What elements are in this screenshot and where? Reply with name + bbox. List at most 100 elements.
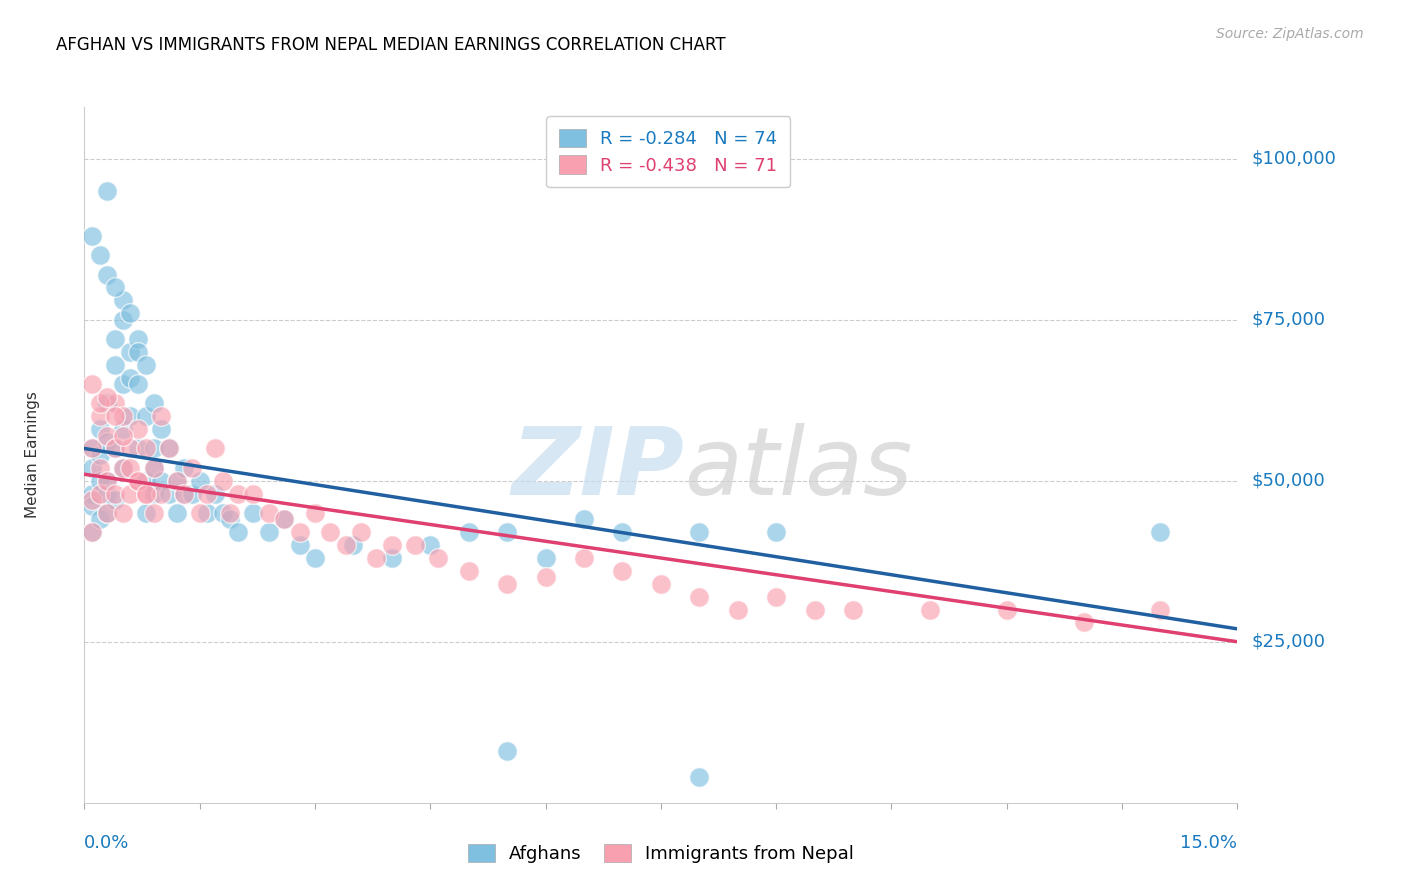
Text: 0.0%: 0.0% bbox=[84, 834, 129, 852]
Point bbox=[188, 474, 211, 488]
Point bbox=[142, 486, 165, 500]
Point bbox=[765, 590, 787, 604]
Point bbox=[157, 442, 180, 456]
Point bbox=[120, 409, 142, 424]
Point bbox=[166, 506, 188, 520]
Point bbox=[765, 525, 787, 540]
Point bbox=[135, 358, 157, 372]
Point bbox=[111, 293, 134, 308]
Point bbox=[381, 538, 404, 552]
Point bbox=[426, 551, 449, 566]
Point bbox=[150, 422, 173, 436]
Point bbox=[150, 486, 173, 500]
Point bbox=[80, 442, 103, 456]
Point bbox=[96, 435, 118, 450]
Point bbox=[226, 525, 249, 540]
Point bbox=[127, 442, 149, 456]
Point bbox=[104, 332, 127, 346]
Point bbox=[111, 312, 134, 326]
Point bbox=[142, 442, 165, 456]
Point bbox=[457, 525, 479, 540]
Point bbox=[803, 602, 825, 616]
Point bbox=[496, 576, 519, 591]
Point bbox=[120, 442, 142, 456]
Point bbox=[89, 474, 111, 488]
Point bbox=[80, 377, 103, 392]
Point bbox=[612, 564, 634, 578]
Point bbox=[181, 460, 204, 475]
Point bbox=[166, 474, 188, 488]
Point bbox=[104, 442, 127, 456]
Point bbox=[1149, 525, 1171, 540]
Point bbox=[135, 442, 157, 456]
Text: $25,000: $25,000 bbox=[1251, 632, 1326, 651]
Point bbox=[89, 396, 111, 410]
Point bbox=[96, 506, 118, 520]
Point bbox=[96, 474, 118, 488]
Point bbox=[104, 396, 127, 410]
Point bbox=[173, 460, 195, 475]
Point bbox=[80, 525, 103, 540]
Point bbox=[304, 506, 326, 520]
Point bbox=[195, 506, 218, 520]
Point bbox=[104, 442, 127, 456]
Point bbox=[288, 525, 311, 540]
Point bbox=[120, 486, 142, 500]
Point bbox=[80, 228, 103, 243]
Legend: R = -0.284   N = 74, R = -0.438   N = 71: R = -0.284 N = 74, R = -0.438 N = 71 bbox=[546, 116, 790, 187]
Point bbox=[242, 506, 264, 520]
Point bbox=[457, 564, 479, 578]
Point bbox=[1149, 602, 1171, 616]
Point bbox=[96, 184, 118, 198]
Point bbox=[96, 268, 118, 282]
Point bbox=[96, 506, 118, 520]
Point bbox=[688, 525, 710, 540]
Point bbox=[257, 525, 280, 540]
Point bbox=[211, 506, 233, 520]
Point bbox=[120, 306, 142, 320]
Point bbox=[273, 512, 295, 526]
Point bbox=[111, 377, 134, 392]
Point bbox=[80, 486, 103, 500]
Point bbox=[89, 512, 111, 526]
Point bbox=[319, 525, 342, 540]
Point bbox=[96, 428, 118, 442]
Text: 15.0%: 15.0% bbox=[1180, 834, 1237, 852]
Point bbox=[288, 538, 311, 552]
Point bbox=[111, 409, 134, 424]
Text: AFGHAN VS IMMIGRANTS FROM NEPAL MEDIAN EARNINGS CORRELATION CHART: AFGHAN VS IMMIGRANTS FROM NEPAL MEDIAN E… bbox=[56, 36, 725, 54]
Point bbox=[273, 512, 295, 526]
Point bbox=[572, 551, 595, 566]
Point bbox=[219, 512, 242, 526]
Point bbox=[173, 486, 195, 500]
Point bbox=[96, 474, 118, 488]
Point bbox=[111, 422, 134, 436]
Point bbox=[204, 486, 226, 500]
Point bbox=[127, 332, 149, 346]
Point bbox=[104, 493, 127, 508]
Point bbox=[496, 525, 519, 540]
Point bbox=[366, 551, 388, 566]
Point bbox=[257, 506, 280, 520]
Point bbox=[89, 248, 111, 262]
Point bbox=[127, 377, 149, 392]
Point bbox=[204, 442, 226, 456]
Point bbox=[120, 460, 142, 475]
Point bbox=[335, 538, 357, 552]
Point bbox=[142, 460, 165, 475]
Point bbox=[142, 460, 165, 475]
Text: ZIP: ZIP bbox=[510, 423, 683, 515]
Point bbox=[80, 442, 103, 456]
Point bbox=[226, 486, 249, 500]
Point bbox=[381, 551, 404, 566]
Point bbox=[89, 460, 111, 475]
Point bbox=[157, 486, 180, 500]
Point bbox=[135, 409, 157, 424]
Point bbox=[89, 422, 111, 436]
Point bbox=[80, 500, 103, 514]
Point bbox=[688, 770, 710, 784]
Point bbox=[188, 506, 211, 520]
Point bbox=[496, 744, 519, 758]
Point bbox=[727, 602, 749, 616]
Point bbox=[104, 358, 127, 372]
